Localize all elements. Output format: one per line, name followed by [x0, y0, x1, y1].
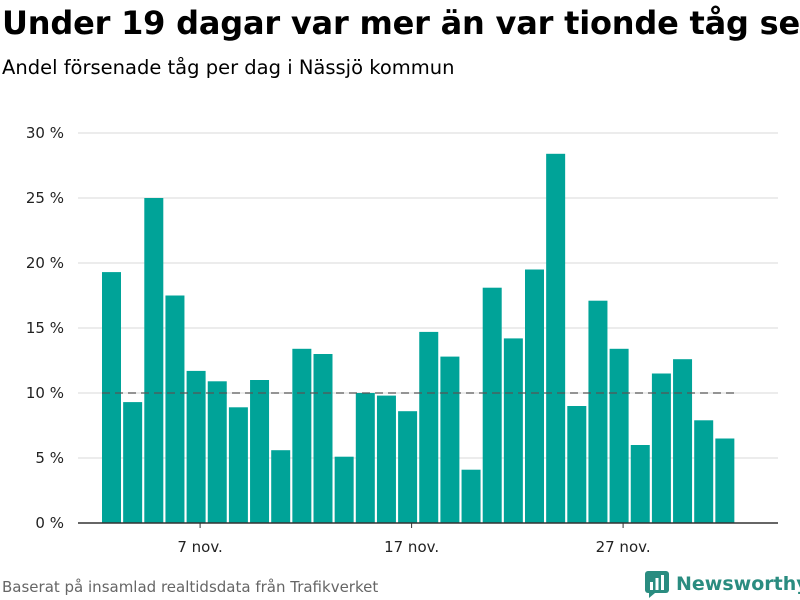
- bar: [588, 300, 608, 523]
- newsworthy-logo[interactable]: Newsworthy: [644, 569, 800, 599]
- bar: [440, 356, 460, 523]
- bar: [694, 420, 714, 523]
- x-tick-label: 17 nov.: [384, 538, 439, 556]
- y-tick-label: 25 %: [26, 189, 64, 207]
- bar: [419, 331, 439, 523]
- bar: [376, 395, 396, 523]
- bar: [461, 469, 481, 523]
- x-tick-label: 7 nov.: [177, 538, 222, 556]
- y-tick-label: 30 %: [26, 124, 64, 142]
- bar: [651, 373, 671, 523]
- bar: [165, 295, 185, 523]
- newsworthy-logo-icon: [645, 571, 669, 598]
- bar: [250, 380, 270, 523]
- bar: [503, 338, 523, 523]
- y-tick-label: 0 %: [35, 514, 64, 532]
- bar: [609, 348, 629, 523]
- bar: [567, 406, 587, 523]
- bar: [271, 450, 291, 523]
- bar: [525, 269, 544, 523]
- bar: [228, 407, 248, 523]
- x-tick-label: 27 nov.: [596, 538, 651, 556]
- y-tick-label: 10 %: [26, 384, 64, 402]
- bar: [630, 445, 650, 523]
- bar: [715, 438, 735, 523]
- bar: [334, 456, 354, 523]
- y-tick-label: 5 %: [35, 449, 64, 467]
- chart-title: Under 19 dagar var mer än var tionde tåg…: [2, 4, 800, 42]
- bar: [102, 272, 121, 523]
- bar: [207, 381, 227, 523]
- bars: [102, 153, 735, 524]
- y-tick-label: 20 %: [26, 254, 64, 272]
- bar: [292, 348, 312, 523]
- bar: [482, 287, 502, 523]
- bar: [673, 359, 693, 523]
- bar: [398, 411, 418, 523]
- brand-name: Newsworthy: [676, 573, 800, 595]
- bar: [144, 198, 164, 523]
- chart-subtitle: Andel försenade tåg per dag i Nässjö kom…: [2, 56, 455, 79]
- x-axis: 7 nov. 17 nov. 27 nov.: [78, 522, 778, 556]
- bar: [186, 370, 206, 523]
- bar: [546, 153, 566, 524]
- bar: [355, 393, 375, 523]
- y-tick-label: 15 %: [26, 319, 64, 337]
- bar: [123, 402, 143, 523]
- bar: [313, 354, 333, 523]
- source-note: Baserat på insamlad realtidsdata från Tr…: [2, 578, 379, 596]
- y-axis-labels: 0 % 5 % 10 % 15 % 20 % 25 % 30 %: [26, 124, 64, 532]
